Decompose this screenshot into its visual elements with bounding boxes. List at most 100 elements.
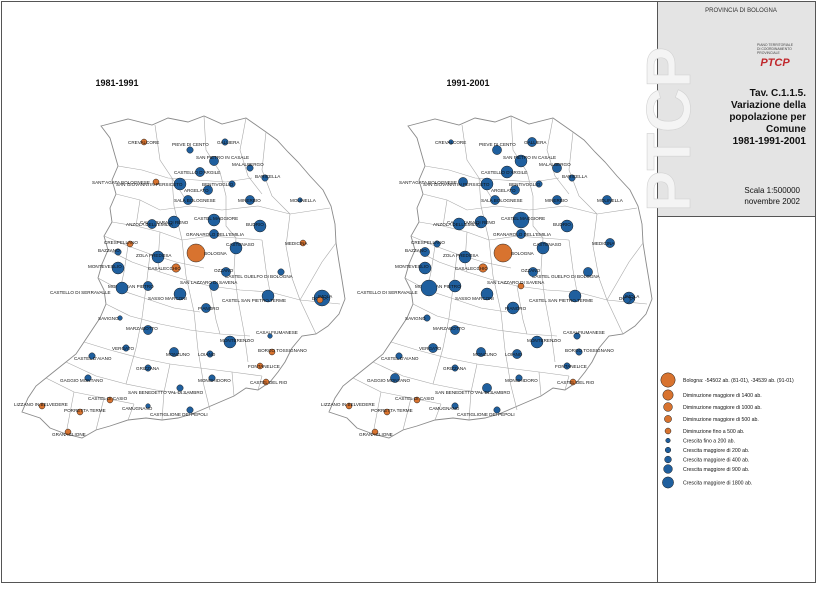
municipality-label: CASALECCHIO	[148, 266, 181, 271]
municipality-label: CASTEL DI CASIO	[88, 396, 128, 401]
municipality-label: CASTEL GUELFO DI BOLOGNA	[532, 274, 601, 279]
increase-marker	[536, 241, 550, 255]
increase-marker	[552, 163, 562, 173]
municipality-label: IMOLA	[318, 294, 333, 299]
legend-swatch	[664, 427, 672, 435]
increase-marker	[516, 229, 526, 239]
increase-marker	[186, 406, 194, 414]
municipality-label: GRANAROLO DELL'EMILIA	[493, 232, 552, 237]
municipality-label: PIEVE DI CENTO	[172, 142, 209, 147]
municipality-label: BORGO TOSSIGNANO	[258, 348, 307, 353]
title-line: Tav. C.1.1.5.	[750, 88, 807, 99]
increase-marker	[167, 215, 181, 229]
municipality-label: CASTELLO D'ARGILE	[481, 170, 527, 175]
legend-swatch	[662, 476, 674, 489]
municipality-label: LIZZANO IN BELVEDERE	[14, 402, 68, 407]
increase-marker	[605, 238, 615, 248]
municipality-label: MALALBERGO	[539, 162, 571, 167]
municipality-label: ARGELATO	[491, 188, 516, 193]
municipality-label: MARZABOTTO	[433, 326, 465, 331]
municipality-label: FONTANELICE	[555, 364, 587, 369]
increase-marker	[506, 301, 520, 315]
municipality-label: SASSO MARCONI	[455, 296, 494, 301]
municipality-label: BOLOGNA	[204, 251, 228, 256]
legend-label: Crescita fino a 200 ab.	[683, 439, 735, 445]
ptcp-watermark: PTCP	[635, 47, 704, 212]
increase-marker	[458, 177, 468, 187]
municipal-border	[105, 303, 251, 337]
increase-marker	[245, 195, 255, 205]
increase-marker	[176, 384, 184, 392]
municipality-label: GRANAROLO DELL'EMILIA	[186, 232, 245, 237]
map-body: CREVALCORE GALLIERA PIEVE DI CENTO SAN PIET…	[321, 115, 653, 439]
increase-marker	[476, 347, 486, 357]
increase-marker	[208, 374, 216, 382]
increase-marker	[143, 281, 153, 291]
title-line: popolazione per	[729, 112, 806, 123]
municipality-label: GRANAGLIONE	[52, 432, 86, 437]
municipality-label: MEDICINA	[592, 241, 615, 246]
increase-marker	[482, 383, 492, 393]
increase-marker	[209, 281, 219, 291]
decrease-marker	[371, 428, 379, 436]
increase-marker	[527, 137, 537, 147]
municipality-label: MONTEVEGLIO	[395, 264, 429, 269]
legend-label: Bologna: -54502 ab. (81-01), -34539 ab. …	[683, 378, 794, 384]
municipal-border	[225, 196, 237, 239]
municipality-label: MOLINELLA	[290, 198, 317, 203]
municipality-label: BORGO TOSSIGNANO	[565, 348, 614, 353]
increase-marker	[452, 217, 466, 231]
municipal-border	[135, 199, 141, 227]
municipality-label: CREVALCORE	[435, 140, 466, 145]
legend: Bologna: -54502 ab. (81-01), -34539 ab. …	[660, 372, 794, 489]
decrease-marker	[64, 428, 72, 436]
legend-swatch	[663, 402, 673, 412]
municipality-label: SALA BOLOGNESE	[481, 198, 523, 203]
municipality-label: BARICELLA	[562, 174, 588, 179]
municipality-label: MOLINELLA	[597, 198, 624, 203]
legend-swatch	[663, 464, 673, 474]
increase-marker	[560, 219, 574, 233]
increase-marker	[428, 343, 438, 353]
increase-marker	[143, 325, 153, 335]
municipal-border	[171, 177, 183, 241]
title-line: Comune	[766, 124, 806, 135]
legend-label: Diminuzione maggiore di 500 ab.	[683, 417, 759, 423]
municipality-label: GALLIERA	[217, 140, 240, 145]
municipality-label: CASTIGLIONE DEI PEPOLI	[457, 412, 515, 417]
municipal-border	[568, 131, 598, 215]
increase-marker	[84, 374, 92, 382]
municipal-border	[125, 253, 151, 385]
legend-swatch	[664, 415, 672, 423]
legend-label: Crescita maggiore di 900 ab.	[683, 467, 749, 473]
municipality-label: CASALFIUMANESE	[563, 330, 605, 335]
province-outline	[21, 115, 346, 439]
legend-swatch	[665, 437, 671, 444]
municipality-label: CASTEL MAGGIORE	[501, 216, 545, 221]
municipal-border	[606, 242, 644, 301]
increase-marker	[573, 332, 581, 340]
increase-marker	[267, 333, 273, 339]
municipality-label: GAGGIO MONTANO	[60, 378, 103, 383]
municipal-border	[95, 397, 105, 431]
increase-marker	[515, 374, 523, 382]
municipality-label: SANT'AGATA BOLOGNESE	[399, 180, 457, 185]
municipality-label: SAN PIETRO IN CASALE	[196, 155, 249, 160]
municipality-label: CASALECCHIO	[455, 266, 488, 271]
municipal-border	[97, 277, 201, 313]
legend-label: Diminuzione maggiore di 1000 ab.	[683, 405, 762, 411]
municipal-border	[257, 375, 263, 391]
municipal-border	[412, 303, 558, 337]
municipality-label: CASTEL SAN PIETRO TERME	[222, 298, 286, 303]
municipal-border	[546, 117, 570, 195]
increase-marker	[115, 281, 129, 295]
municipal-border	[606, 299, 624, 335]
municipality-label: ANZOLA DELL'EMILIA	[433, 222, 481, 227]
decrease-marker	[345, 402, 353, 410]
increase-marker	[122, 344, 130, 352]
municipality-label: MONGHIDORO	[198, 378, 231, 383]
municipality-label: SANT'AGATA BOLOGNESE	[92, 180, 150, 185]
municipal-border	[261, 239, 271, 293]
increase-marker	[490, 195, 500, 205]
increase-marker	[448, 139, 454, 145]
